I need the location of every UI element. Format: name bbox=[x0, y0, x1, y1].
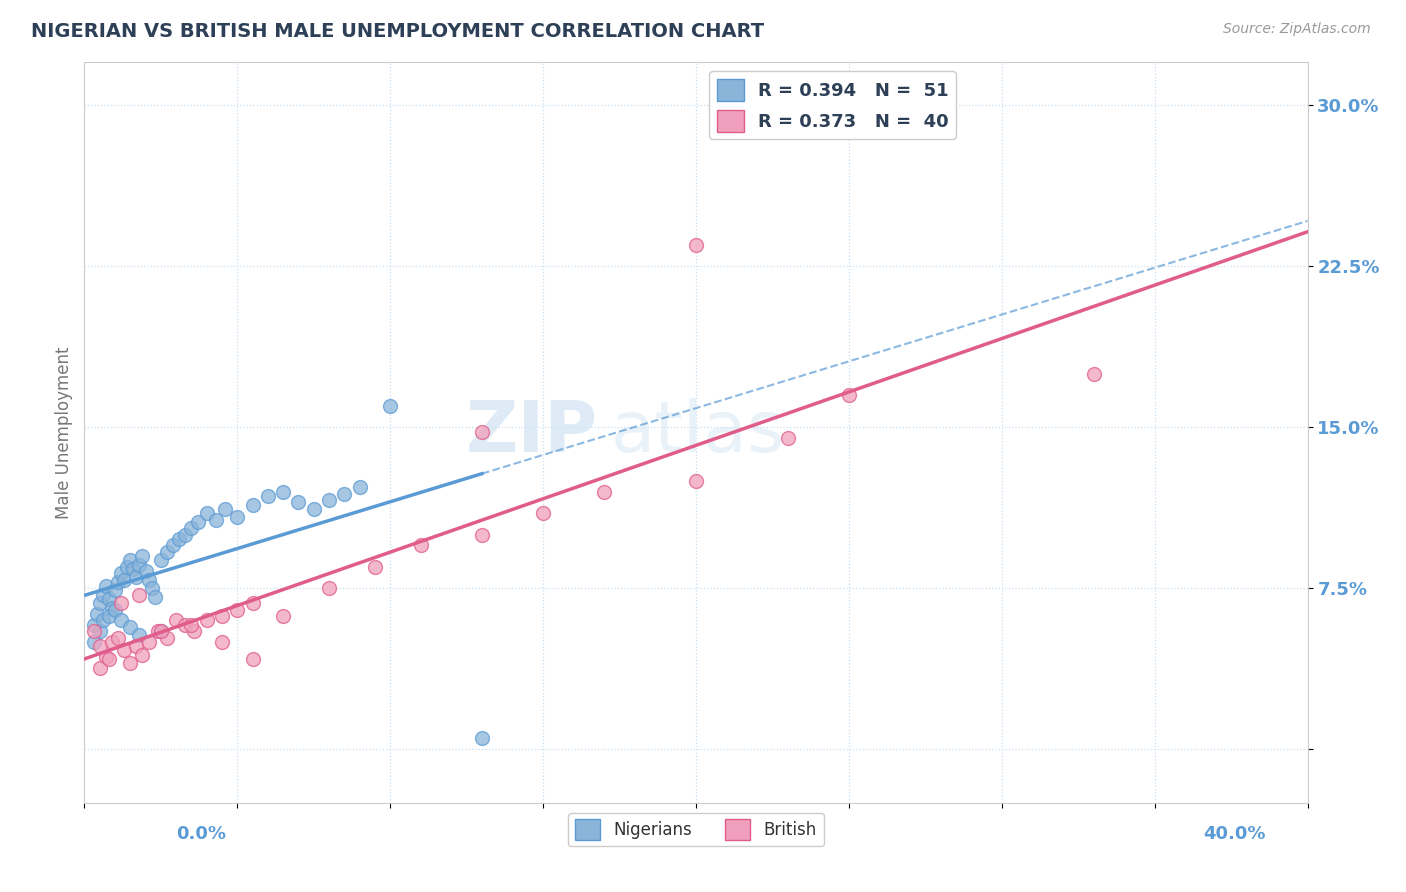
Point bbox=[149, 553, 172, 567]
Point bbox=[138, 573, 160, 587]
Text: 40.0%: 40.0% bbox=[1204, 825, 1265, 843]
Point bbox=[135, 564, 157, 578]
Point bbox=[302, 501, 325, 516]
Point bbox=[165, 614, 187, 628]
Point bbox=[83, 624, 105, 639]
Y-axis label: Male Unemployment: Male Unemployment bbox=[55, 346, 73, 519]
Point bbox=[107, 631, 129, 645]
Point bbox=[174, 617, 197, 632]
Point bbox=[257, 489, 280, 503]
Point bbox=[214, 501, 236, 516]
Point bbox=[120, 657, 142, 671]
Point bbox=[226, 602, 249, 616]
Point bbox=[110, 596, 132, 610]
Point bbox=[287, 495, 309, 509]
Point bbox=[89, 660, 111, 674]
Point bbox=[364, 559, 387, 574]
Point bbox=[128, 628, 150, 642]
Legend: Nigerians, British: Nigerians, British bbox=[568, 813, 824, 847]
Point bbox=[156, 545, 179, 559]
Point bbox=[125, 570, 148, 584]
Point bbox=[97, 652, 120, 666]
Point bbox=[143, 590, 166, 604]
Point bbox=[94, 579, 117, 593]
Point bbox=[97, 609, 120, 624]
Point bbox=[97, 591, 120, 606]
Point bbox=[183, 624, 205, 639]
Point bbox=[89, 596, 111, 610]
Point bbox=[104, 602, 127, 616]
Point bbox=[125, 639, 148, 653]
Point bbox=[531, 506, 554, 520]
Point bbox=[110, 566, 132, 581]
Point bbox=[101, 635, 124, 649]
Point bbox=[838, 388, 860, 402]
Point bbox=[101, 600, 124, 615]
Point bbox=[131, 549, 153, 563]
Point bbox=[91, 614, 114, 628]
Point bbox=[120, 553, 142, 567]
Point bbox=[242, 498, 264, 512]
Point bbox=[138, 635, 160, 649]
Point bbox=[180, 617, 202, 632]
Text: ZIP: ZIP bbox=[465, 398, 598, 467]
Point bbox=[685, 474, 707, 488]
Point bbox=[115, 559, 138, 574]
Point bbox=[271, 484, 294, 499]
Point bbox=[94, 649, 117, 664]
Point bbox=[156, 631, 179, 645]
Point bbox=[211, 609, 233, 624]
Point bbox=[333, 487, 356, 501]
Point bbox=[186, 515, 208, 529]
Point bbox=[149, 624, 172, 639]
Point bbox=[104, 583, 127, 598]
Point bbox=[128, 588, 150, 602]
Point bbox=[242, 596, 264, 610]
Point bbox=[776, 431, 799, 445]
Point bbox=[242, 652, 264, 666]
Point bbox=[205, 512, 228, 526]
Point bbox=[271, 609, 294, 624]
Point bbox=[107, 574, 129, 589]
Text: Source: ZipAtlas.com: Source: ZipAtlas.com bbox=[1223, 22, 1371, 37]
Point bbox=[409, 538, 432, 552]
Point bbox=[83, 617, 105, 632]
Point bbox=[195, 506, 218, 520]
Point bbox=[162, 538, 184, 552]
Point bbox=[89, 639, 111, 653]
Point bbox=[318, 493, 340, 508]
Point bbox=[128, 558, 150, 572]
Point bbox=[86, 607, 108, 621]
Point bbox=[91, 588, 114, 602]
Point bbox=[195, 614, 218, 628]
Text: NIGERIAN VS BRITISH MALE UNEMPLOYMENT CORRELATION CHART: NIGERIAN VS BRITISH MALE UNEMPLOYMENT CO… bbox=[31, 22, 763, 41]
Point bbox=[180, 521, 202, 535]
Point bbox=[122, 562, 145, 576]
Point bbox=[149, 624, 172, 639]
Point bbox=[593, 484, 616, 499]
Point bbox=[380, 399, 402, 413]
Point bbox=[112, 573, 135, 587]
Point bbox=[131, 648, 153, 662]
Point bbox=[1083, 367, 1105, 381]
Point bbox=[471, 425, 494, 439]
Point bbox=[349, 480, 371, 494]
Point bbox=[226, 510, 249, 524]
Point bbox=[174, 527, 197, 541]
Point bbox=[471, 731, 494, 746]
Point bbox=[318, 581, 340, 595]
Text: atlas: atlas bbox=[610, 398, 785, 467]
Point bbox=[146, 624, 169, 639]
Point bbox=[89, 624, 111, 639]
Point bbox=[120, 620, 142, 634]
Point bbox=[685, 237, 707, 252]
Point bbox=[141, 581, 163, 595]
Point bbox=[471, 527, 494, 541]
Point bbox=[110, 614, 132, 628]
Point bbox=[112, 643, 135, 657]
Point bbox=[83, 635, 105, 649]
Text: 0.0%: 0.0% bbox=[176, 825, 226, 843]
Point bbox=[167, 532, 190, 546]
Point bbox=[211, 635, 233, 649]
